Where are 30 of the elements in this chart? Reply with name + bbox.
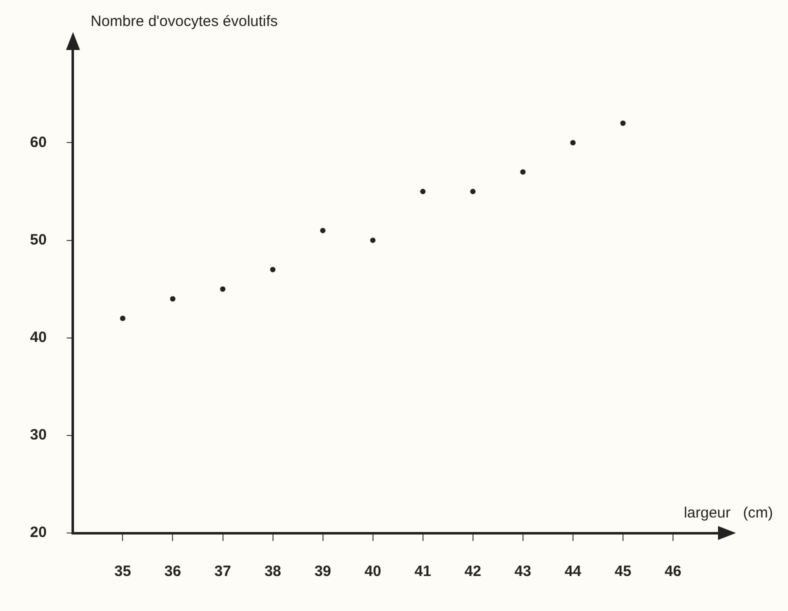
- x-tick-label: 38: [264, 563, 282, 580]
- x-tick-label: 39: [314, 563, 332, 580]
- y-axis-title: Nombre d'ovocytes évolutifs: [90, 13, 278, 30]
- x-tick-label: 35: [114, 563, 132, 580]
- point: [470, 188, 476, 194]
- point: [320, 228, 326, 234]
- point: [420, 188, 426, 194]
- x-tick-label: 37: [214, 563, 232, 580]
- x-tick-label: 42: [464, 563, 482, 580]
- x-tick-label: 40: [364, 563, 382, 580]
- point: [120, 316, 126, 322]
- point: [370, 238, 376, 243]
- y-tick-label: 20: [30, 524, 47, 542]
- point: [620, 120, 626, 126]
- x-tick-label: 41: [414, 563, 432, 580]
- y-tick-label: 60: [30, 134, 47, 151]
- x-tick-label: 36: [164, 563, 182, 580]
- x-tick-label: 46: [664, 563, 682, 580]
- y-tick-label: 40: [30, 328, 47, 346]
- y-tick-label: 30: [30, 426, 47, 444]
- point: [520, 169, 526, 175]
- point: [170, 296, 176, 302]
- x-tick-label: 45: [614, 563, 632, 580]
- x-tick-label: 43: [514, 563, 532, 580]
- x-tick-label: 44: [564, 563, 582, 580]
- point: [570, 140, 576, 146]
- x-axis-title: largeur (cm): [684, 504, 773, 522]
- point: [220, 286, 226, 292]
- point: [270, 266, 276, 272]
- y-tick-label: 50: [30, 231, 47, 248]
